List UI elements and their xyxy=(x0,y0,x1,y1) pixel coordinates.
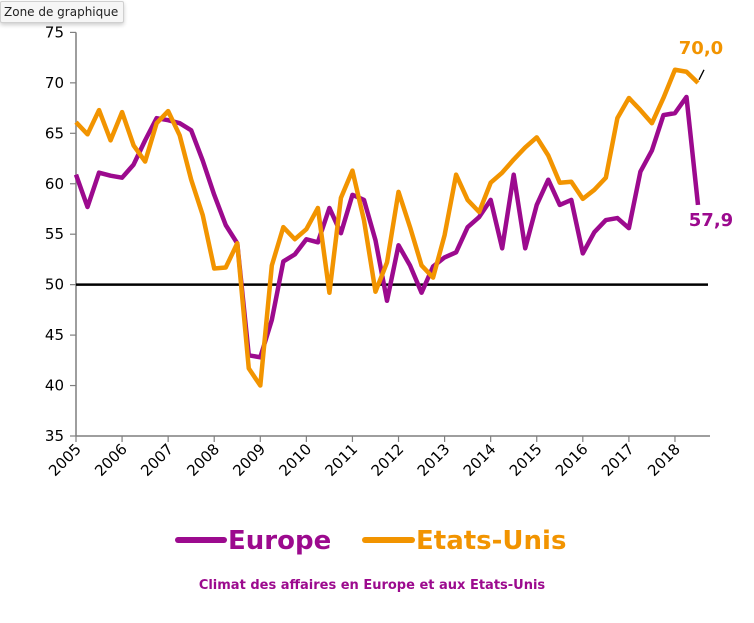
leader-line xyxy=(698,69,705,81)
x-tick-label: 2012 xyxy=(368,440,408,480)
y-tick-label: 50 xyxy=(45,276,64,294)
series-line-europe xyxy=(73,94,701,360)
chart-title: Climat des affaires en Europe et aux Eta… xyxy=(199,578,546,593)
y-tick-label: 55 xyxy=(45,225,64,243)
x-tick-label: 2015 xyxy=(506,440,546,480)
end-label-etats-unis: 70,0 xyxy=(679,38,723,59)
legend: Europe Etats-Unis xyxy=(175,526,566,556)
end-labels: 70,0 57,9 xyxy=(679,38,733,231)
y-tick-label: 65 xyxy=(45,124,64,142)
tooltip: Zone de graphique xyxy=(0,1,125,23)
x-tick-label: 2009 xyxy=(229,440,269,480)
y-tick-label: 60 xyxy=(45,175,64,193)
x-tick-label: 2005 xyxy=(45,440,85,480)
series-group xyxy=(73,67,701,388)
y-tick-label: 40 xyxy=(45,377,64,395)
legend-label-etats-unis: Etats-Unis xyxy=(416,526,566,556)
x-tick-label: 2011 xyxy=(322,440,362,480)
y-tick-label: 75 xyxy=(45,23,64,41)
y-tick-label: 45 xyxy=(45,326,64,344)
x-tick-label: 2018 xyxy=(644,440,684,480)
x-tick-label: 2010 xyxy=(275,440,315,480)
y-tick-label: 70 xyxy=(45,74,64,92)
x-tick-label: 2008 xyxy=(183,440,223,480)
series-line-etats-unis xyxy=(74,67,700,388)
x-tick-label: 2017 xyxy=(598,440,638,480)
legend-label-europe: Europe xyxy=(228,526,331,556)
x-tick-label: 2016 xyxy=(552,440,592,480)
x-tick-label: 2006 xyxy=(91,440,131,480)
x-tick-label: 2007 xyxy=(137,440,177,480)
end-label-europe: 57,9 xyxy=(689,210,733,231)
x-tick-label: 2014 xyxy=(460,440,500,480)
y-tick-label: 35 xyxy=(45,427,64,445)
x-tick-label: 2013 xyxy=(414,440,454,480)
